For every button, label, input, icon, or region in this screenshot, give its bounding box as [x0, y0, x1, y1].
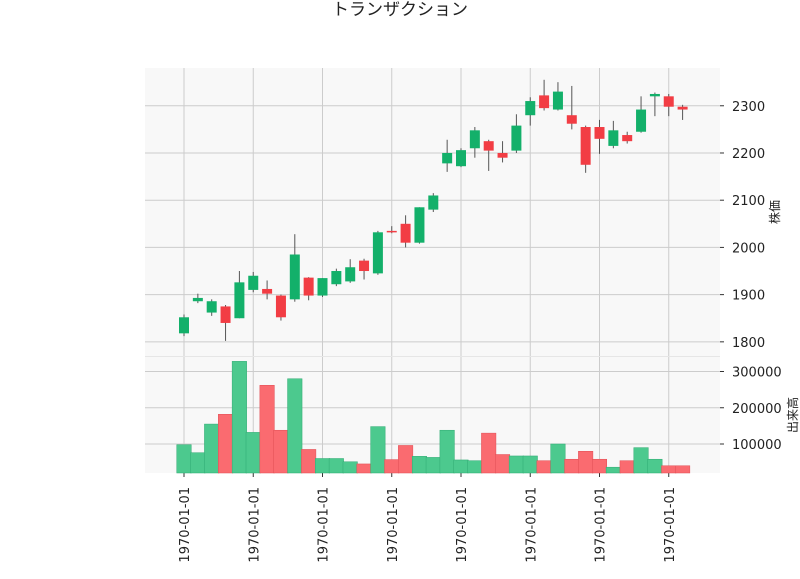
candle-down [594, 127, 605, 139]
volume-bar [439, 429, 455, 474]
volume-bar [204, 423, 220, 474]
volume-bar [301, 449, 317, 474]
price-tick-label: 1900 [732, 289, 765, 304]
volume-bar [536, 460, 552, 474]
price-axis-label: 株価 [767, 200, 782, 224]
volume-bar [370, 426, 386, 474]
candle-down [400, 223, 411, 243]
volume-bar [287, 378, 303, 474]
volume-bar [522, 455, 538, 474]
price-tick-label: 2000 [732, 241, 765, 256]
candle-down [663, 96, 674, 107]
volume-bar [592, 458, 607, 474]
volume-bar [218, 414, 234, 474]
candle-up [345, 267, 356, 282]
candle-up [289, 254, 300, 300]
volume-bar [425, 457, 441, 474]
volume-bar [605, 466, 621, 474]
x-tick-label: 1970-01-01 [455, 487, 470, 563]
volume-bar [356, 463, 372, 474]
candle-down [539, 95, 550, 109]
volume-bar [550, 443, 566, 474]
volume-bar [508, 455, 524, 474]
volume-bar [467, 460, 483, 474]
volume-bar [661, 465, 677, 474]
volume-tick-label: 300000 [732, 366, 782, 381]
volume-bar [259, 385, 275, 474]
candle-up [636, 109, 647, 132]
price-tick-label: 2200 [732, 147, 765, 162]
volume-bar [245, 432, 261, 474]
chart-title: トランザクション [332, 0, 468, 20]
volume-bar [190, 452, 206, 474]
volume-bar [453, 459, 469, 474]
candle-down [566, 115, 577, 124]
volume-bar [647, 458, 663, 474]
volume-bar [411, 456, 427, 474]
price-tick-label: 2300 [732, 100, 765, 115]
candle-up [414, 207, 425, 243]
candle-up [179, 317, 189, 334]
candle-up [649, 93, 660, 97]
candle-down [386, 230, 397, 233]
candle-down [303, 277, 314, 296]
candle-up [525, 101, 536, 116]
candle-up [234, 282, 245, 319]
volume-bar [328, 458, 344, 474]
candle-up [552, 91, 563, 110]
candle-up [456, 150, 466, 167]
volume-bar [564, 458, 580, 474]
x-tick-label: 1970-01-01 [317, 487, 332, 563]
volume-bar [675, 465, 691, 474]
volume-bar [495, 454, 511, 474]
x-tick-label: 1970-01-01 [663, 487, 678, 563]
volume-bar [384, 459, 400, 474]
volume-bar [398, 445, 414, 474]
price-tick-label: 1800 [732, 336, 765, 351]
volume-bar [273, 429, 289, 474]
volume-bar [315, 458, 330, 474]
volume-bar [481, 432, 497, 474]
candle-up [442, 152, 453, 164]
volume-bar [619, 460, 635, 474]
x-tick-label: 1970-01-01 [247, 487, 262, 563]
volume-bar [231, 361, 247, 474]
candle-down [483, 141, 494, 151]
x-tick-label: 1970-01-01 [524, 487, 539, 563]
candle-up [248, 275, 259, 290]
candle-down [359, 260, 370, 272]
price-tick-label: 2100 [732, 194, 765, 209]
candle-down [622, 135, 633, 142]
candle-down [262, 288, 273, 294]
candle-up [428, 195, 439, 210]
volume-bar [342, 461, 358, 474]
candle-up [192, 297, 203, 302]
candle-up [372, 232, 383, 274]
candle-up [511, 125, 522, 151]
candle-up [206, 301, 217, 313]
candle-up [608, 130, 619, 146]
volume-tick-label: 200000 [732, 402, 782, 417]
candle-down [220, 306, 231, 323]
volume-bar [578, 451, 594, 474]
volume-bar [176, 444, 192, 474]
volume-tick-label: 100000 [732, 438, 782, 453]
price-panel [145, 68, 720, 356]
x-tick-label: 1970-01-01 [386, 487, 401, 563]
x-tick-label: 1970-01-01 [178, 487, 193, 563]
candle-up [331, 271, 342, 285]
candle-down [580, 127, 591, 165]
candle-down [275, 295, 286, 318]
candle-up [317, 278, 328, 296]
candle-up [469, 130, 480, 149]
x-tick-label: 1970-01-01 [594, 487, 609, 563]
volume-bar [633, 447, 649, 474]
candle-down [677, 106, 688, 110]
candle-down [497, 152, 508, 158]
volume-axis-label: 出来高 [785, 397, 800, 433]
